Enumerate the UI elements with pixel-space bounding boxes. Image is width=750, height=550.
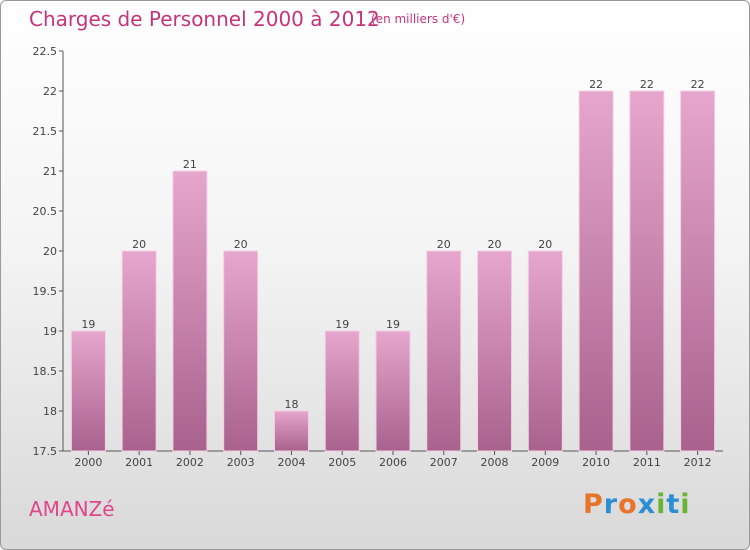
bar[interactable]: [426, 250, 462, 452]
bar-value-label: 19: [81, 318, 95, 331]
x-tick-label: 2012: [684, 456, 712, 469]
x-tick-label: 2004: [277, 456, 305, 469]
y-tick-label: 20.5: [33, 205, 58, 218]
y-tick-label: 22: [43, 85, 57, 98]
y-tick-label: 22.5: [33, 45, 58, 58]
bar[interactable]: [629, 90, 665, 452]
x-tick-label: 2002: [176, 456, 204, 469]
y-tick-label: 18.5: [33, 365, 58, 378]
bar[interactable]: [477, 250, 513, 452]
logo-letter: P: [583, 489, 604, 520]
bar[interactable]: [375, 330, 411, 452]
proxiti-logo[interactable]: Proxiti: [583, 489, 691, 520]
bar-value-label: 20: [488, 238, 502, 251]
x-tick-label: 2009: [531, 456, 559, 469]
bar[interactable]: [223, 250, 259, 452]
y-tick-label: 21: [43, 165, 57, 178]
bar-value-label: 22: [589, 78, 603, 91]
chart-subtitle: (en milliers d'€): [371, 12, 466, 26]
plot-area: 17.5 18 18.5 19 19.5 20 20.5 21 21.5 22 22.5 19 2000…: [33, 45, 723, 469]
logo-letter: i: [656, 489, 667, 520]
x-tick-label: 2006: [379, 456, 407, 469]
y-tick-label: 19: [43, 325, 57, 338]
y-tick-label: 20: [43, 245, 57, 258]
bar-value-label: 18: [284, 398, 298, 411]
bar-value-label: 22: [691, 78, 705, 91]
x-tick-label: 2003: [227, 456, 255, 469]
bar-value-label: 20: [538, 238, 552, 251]
logo-letter: i: [680, 489, 691, 520]
x-tick-label: 2011: [633, 456, 661, 469]
bar-value-label: 19: [335, 318, 349, 331]
bar-value-label: 22: [640, 78, 654, 91]
bar-value-label: 20: [234, 238, 248, 251]
y-tick-label: 19.5: [33, 285, 58, 298]
bar-value-label: 21: [183, 158, 197, 171]
bar-value-label: 20: [132, 238, 146, 251]
town-name: AMANZé: [29, 497, 115, 521]
x-tick-label: 2007: [430, 456, 458, 469]
bar[interactable]: [70, 330, 106, 452]
bar[interactable]: [527, 250, 563, 452]
x-tick-label: 2000: [74, 456, 102, 469]
bar[interactable]: [578, 90, 614, 452]
bar[interactable]: [680, 90, 716, 452]
chart-title: Charges de Personnel 2000 à 2012: [29, 7, 380, 31]
y-tick-label: 17.5: [33, 445, 58, 458]
bar-value-label: 19: [386, 318, 400, 331]
bar[interactable]: [324, 330, 360, 452]
x-tick-label: 2008: [481, 456, 509, 469]
x-tick-label: 2001: [125, 456, 153, 469]
bar-value-label: 20: [437, 238, 451, 251]
logo-letter: r: [603, 489, 619, 520]
logo-letter: x: [637, 489, 657, 520]
y-tick-label: 21.5: [33, 125, 58, 138]
y-tick-label: 18: [43, 405, 57, 418]
logo-letter: o: [618, 489, 638, 520]
bar[interactable]: [273, 410, 309, 452]
logo-letter: t: [666, 489, 681, 520]
x-tick-label: 2005: [328, 456, 356, 469]
bar[interactable]: [121, 250, 157, 452]
x-tick-label: 2010: [582, 456, 610, 469]
bar[interactable]: [172, 170, 208, 452]
